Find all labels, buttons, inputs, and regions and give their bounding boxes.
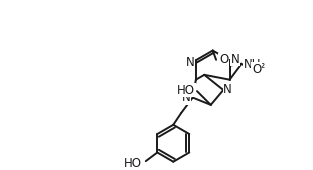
Text: N: N — [186, 56, 195, 69]
Text: O: O — [252, 63, 261, 76]
Text: N: N — [223, 82, 232, 96]
Text: HO: HO — [124, 157, 142, 169]
Text: NH₂: NH₂ — [244, 58, 266, 71]
Text: HO: HO — [177, 84, 195, 97]
Text: N: N — [230, 53, 239, 66]
Text: O: O — [219, 53, 228, 66]
Text: N: N — [182, 91, 191, 104]
